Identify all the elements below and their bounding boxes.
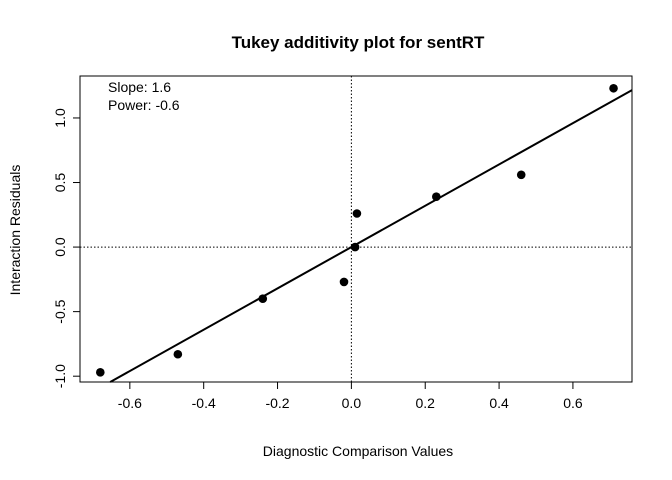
annotations: Slope: 1.6 Power: -0.6 bbox=[108, 79, 180, 113]
y-axis-title: Interaction Residuals bbox=[7, 165, 23, 296]
x-tick-label: 0.6 bbox=[563, 395, 583, 411]
annotation-text: Slope: 1.6 bbox=[108, 79, 171, 95]
y-tick-label: -0.5 bbox=[52, 299, 68, 323]
data-point bbox=[258, 294, 268, 304]
data-point bbox=[350, 242, 360, 252]
x-tick-label: -0.4 bbox=[192, 395, 216, 411]
data-point bbox=[432, 192, 441, 202]
data-point bbox=[96, 368, 105, 377]
x-axis: -0.6 -0.4 -0.2 0.0 0.2 0.4 0.6 bbox=[118, 381, 583, 411]
x-tick-label: 0.4 bbox=[489, 395, 509, 411]
x-tick-label: 0.0 bbox=[342, 395, 362, 411]
y-tick-label: 1.0 bbox=[52, 108, 68, 128]
y-tick-label: -1.0 bbox=[52, 364, 68, 388]
data-point bbox=[339, 277, 349, 287]
chart-title: Tukey additivity plot for sentRT bbox=[232, 33, 485, 52]
annotation-text: Power: -0.6 bbox=[108, 97, 180, 113]
data-point bbox=[173, 349, 183, 359]
data-point bbox=[609, 83, 618, 93]
x-tick-label: -0.2 bbox=[265, 395, 289, 411]
data-points bbox=[96, 83, 618, 377]
x-tick-label: 0.2 bbox=[415, 395, 435, 411]
y-tick-label: 0.5 bbox=[52, 173, 68, 193]
x-tick-label: -0.6 bbox=[118, 395, 142, 411]
x-axis-title: Diagnostic Comparison Values bbox=[263, 443, 453, 459]
y-axis: -1.0 -0.5 0.0 0.5 1.0 bbox=[52, 108, 81, 388]
y-tick-label: 0.0 bbox=[52, 237, 68, 257]
reference-lines bbox=[80, 76, 632, 382]
plot-frame bbox=[79, 75, 633, 383]
data-point bbox=[352, 209, 362, 218]
fit-line-group bbox=[109, 89, 633, 383]
fit-line bbox=[109, 89, 633, 383]
data-point bbox=[516, 170, 526, 180]
